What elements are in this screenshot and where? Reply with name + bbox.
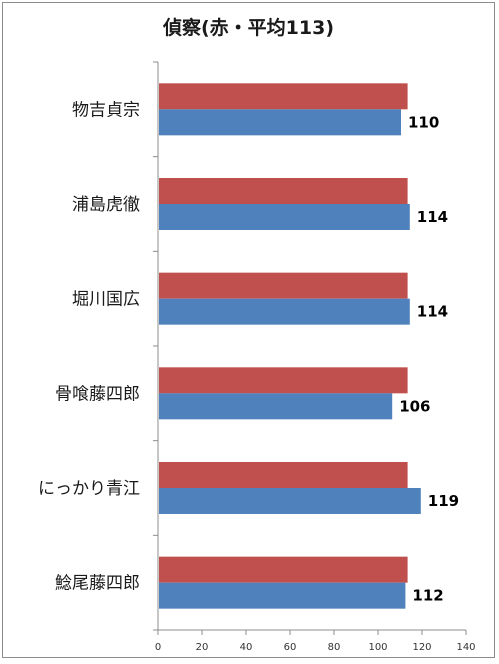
average-bar [159, 272, 408, 299]
average-bar [159, 178, 408, 204]
value-bar [159, 298, 410, 325]
data-label: 114 [417, 208, 448, 226]
average-bar [159, 462, 408, 488]
x-tick-label: 80 [328, 642, 341, 653]
data-label: 114 [417, 303, 448, 321]
average-bar [159, 83, 408, 110]
average-bar [159, 367, 408, 394]
average-bar [159, 556, 408, 583]
category-label: 堀川国広 [72, 290, 140, 310]
value-bar [159, 393, 393, 420]
value-bar [159, 204, 410, 230]
value-bar [159, 488, 421, 514]
x-tick-label: 60 [284, 642, 297, 653]
data-label: 112 [412, 587, 443, 605]
chart-frame: 偵察(赤・平均113) 0 20 40 60 80 100 120 140 物吉貞宗 110 浦島虎… [2, 2, 495, 658]
category-label: 骨喰藤四郎 [55, 384, 140, 404]
x-tick-label: 40 [240, 642, 253, 653]
x-tick-label: 20 [196, 642, 209, 653]
data-label: 119 [428, 492, 459, 510]
data-label: 110 [408, 113, 439, 131]
category-label: にっかり青江 [38, 479, 140, 499]
x-tick-label: 100 [368, 642, 387, 653]
x-tick-label: 140 [456, 642, 475, 653]
data-label: 106 [399, 397, 430, 415]
bar-chart: 0 20 40 60 80 100 120 140 物吉貞宗 110 浦島虎徹 114 堀川国広 114 骨… [38, 61, 476, 653]
value-bar [159, 109, 401, 136]
chart-title: 偵察(赤・平均113) [162, 17, 335, 39]
value-bar [159, 582, 406, 609]
x-tick-label: 0 [155, 642, 161, 653]
x-tick-label: 120 [412, 642, 431, 653]
category-label: 物吉貞宗 [72, 100, 140, 120]
category-label: 浦島虎徹 [72, 195, 140, 215]
category-label: 鯰尾藤四郎 [55, 574, 140, 594]
